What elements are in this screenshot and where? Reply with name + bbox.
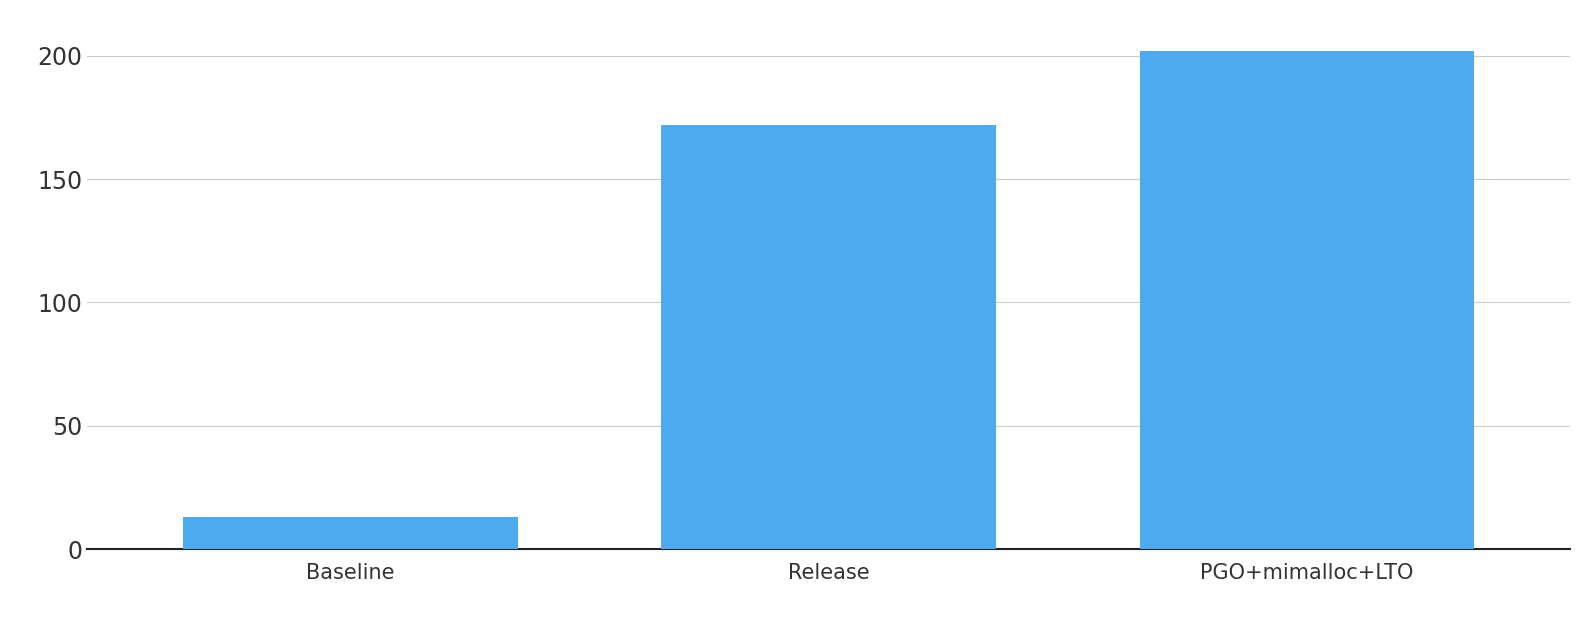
Bar (182, 517, 517, 549)
Bar (1140, 51, 1475, 549)
Bar (661, 125, 996, 549)
